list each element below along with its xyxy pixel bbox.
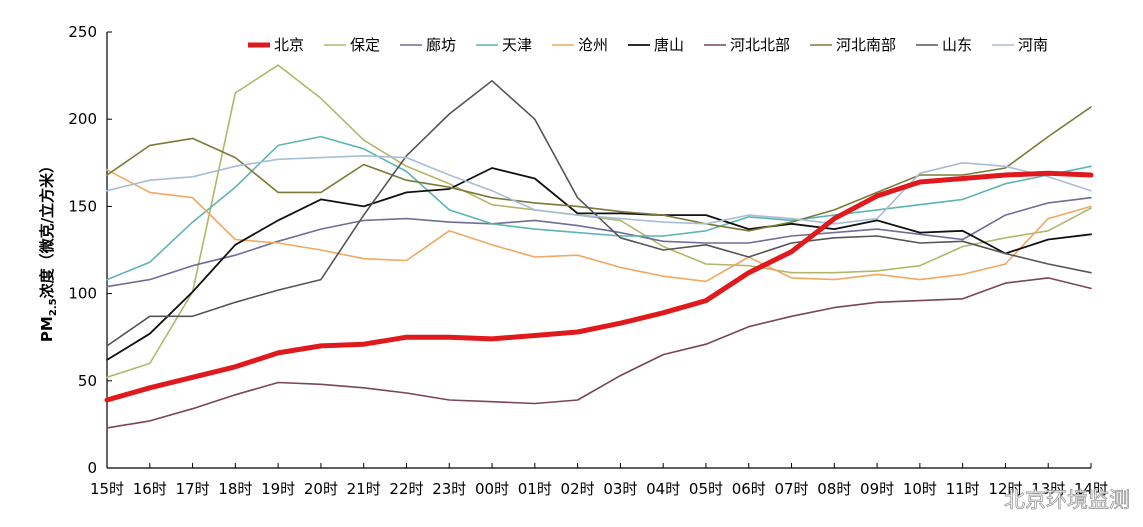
series-line-山东	[106, 80, 1092, 347]
legend-label-河北北部: 河北北部	[730, 36, 790, 54]
x-tick-label: 13时	[1031, 480, 1065, 498]
legend-label-河北南部: 河北南部	[836, 36, 896, 54]
y-axis-label: PM2.5浓度（微克/立方米）	[38, 158, 59, 342]
x-tick-label: 14时	[1074, 480, 1108, 498]
x-tick-label: 16时	[133, 480, 167, 498]
x-tick-label: 22时	[389, 480, 423, 498]
series-line-唐山	[106, 167, 1092, 361]
y-tick-label: 150	[68, 197, 97, 215]
x-tick-label: 11时	[946, 480, 980, 498]
legend-label-山东: 山东	[942, 36, 972, 54]
series-line-河南	[106, 155, 1092, 225]
series-line-保定	[106, 64, 1092, 379]
x-tick-label: 06时	[732, 480, 766, 498]
series-line-沧州	[106, 169, 1092, 283]
watermark-text: 北京环境监测	[1004, 488, 1130, 512]
series-layer	[104, 64, 1094, 429]
series-line-北京	[104, 170, 1094, 403]
legend-label-廊坊: 廊坊	[426, 36, 456, 54]
legend-label-北京: 北京	[274, 36, 304, 54]
x-tick-label: 10时	[903, 480, 937, 498]
y-tick-label: 0	[87, 459, 97, 477]
legend-label-河南: 河南	[1018, 36, 1048, 54]
chart-legend: 北京 保定 廊坊 天津 沧州 唐山 河北北部 河北南部 山东 河南	[248, 36, 1048, 54]
chart-axes: 0 50 100 150 200 250 15时 16时 17时 18时 19时 20时 21时 22时 2…	[68, 23, 1108, 498]
x-tick-label: 01时	[518, 480, 552, 498]
legend-label-保定: 保定	[350, 36, 380, 54]
x-tick-label: 08时	[817, 480, 851, 498]
x-tick-label: 12时	[988, 480, 1022, 498]
x-tick-label: 23时	[432, 480, 466, 498]
x-tick-label: 19时	[261, 480, 295, 498]
x-tick-label: 05时	[689, 480, 723, 498]
x-tick-label: 18时	[218, 480, 252, 498]
x-tick-label: 17时	[176, 480, 210, 498]
x-tick-label: 09时	[860, 480, 894, 498]
legend-label-天津: 天津	[502, 36, 532, 54]
series-line-天津	[106, 135, 1092, 281]
x-tick-label: 02时	[561, 480, 595, 498]
y-tick-label: 50	[78, 372, 97, 390]
legend-label-唐山: 唐山	[654, 36, 684, 54]
x-tick-label: 15时	[90, 480, 124, 498]
x-tick-label: 21时	[347, 480, 381, 498]
x-tick-label: 07时	[774, 480, 808, 498]
x-tick-label: 20时	[304, 480, 338, 498]
series-line-河北北部	[106, 277, 1092, 429]
y-tick-label: 250	[68, 23, 97, 41]
legend-label-沧州: 沧州	[578, 36, 608, 54]
series-line-河北南部	[106, 106, 1092, 232]
x-tick-label: 00时	[475, 480, 509, 498]
y-tick-label: 100	[68, 285, 97, 303]
x-tick-label: 03时	[603, 480, 637, 498]
x-tick-label: 04时	[646, 480, 680, 498]
series-line-廊坊	[106, 196, 1092, 288]
y-tick-label: 200	[68, 110, 97, 128]
